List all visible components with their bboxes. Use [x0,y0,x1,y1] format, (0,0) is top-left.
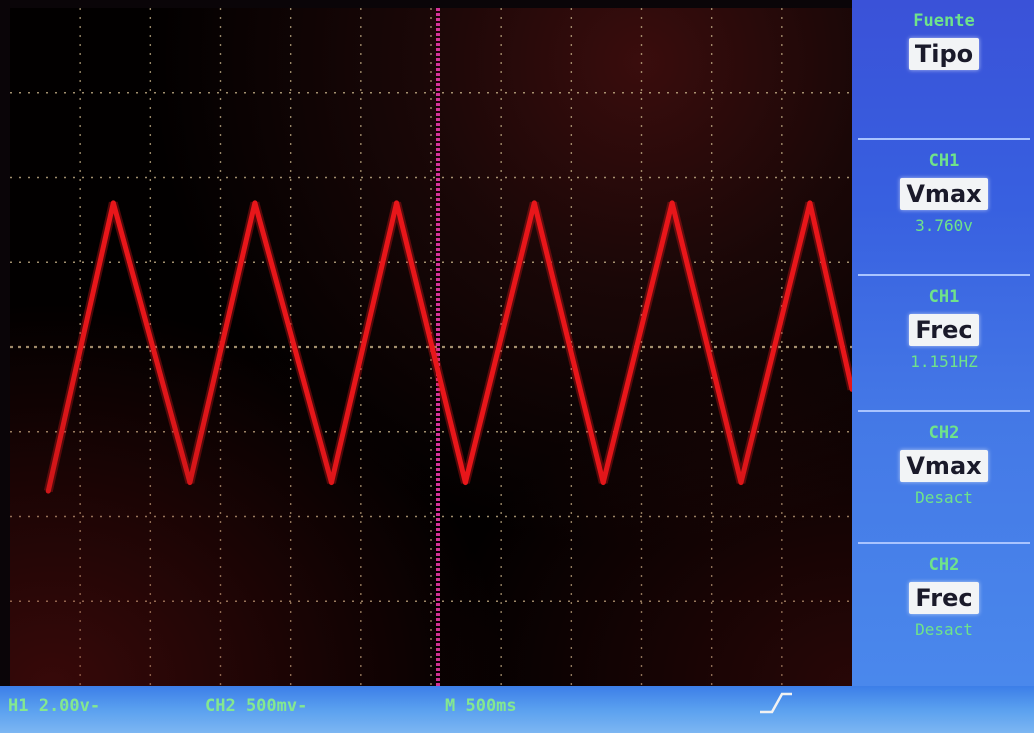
menu-header: CH2 [928,423,960,443]
ch1-trace-layer [43,200,852,494]
ch1-trace-vertex [849,386,852,392]
ch1-trace-vertex [45,488,51,494]
ch2-vmax-value: Desact [915,488,973,507]
menu-header: CH2 [928,555,960,575]
side-menu: Fuente Tipo CH1 Vmax 3.760v CH1 Frec 1.1… [852,0,1034,686]
menu-item-ch2-frec[interactable]: CH2 Frec Desact [858,542,1030,684]
timebase-label: M 500ms [445,696,517,716]
ch1-trace-vertex [600,480,606,486]
ch1-trace-vertex [187,480,193,486]
menu-item-fuente[interactable]: Fuente Tipo [858,0,1030,136]
tipo-button[interactable]: Tipo [908,38,980,70]
ch1-vmax-value: 3.760v [915,216,973,235]
waveform-screen [10,8,852,686]
frec-button[interactable]: Frec [909,582,979,614]
waveform-plot [10,8,852,686]
ch1-trace-vertex [328,480,334,486]
frec-button[interactable]: Frec [909,314,979,346]
ch1-scale-label: H1 2.00v- [8,696,101,716]
menu-item-ch2-vmax[interactable]: CH2 Vmax Desact [858,410,1030,540]
menu-item-ch1-vmax[interactable]: CH1 Vmax 3.760v [858,138,1030,272]
ch1-trace-vertex [669,200,675,206]
ch1-trace-vertex [462,480,468,486]
menu-header: CH1 [928,151,960,171]
ch1-trace-vertex [110,200,116,206]
ch2-frec-value: Desact [915,620,973,639]
vmax-button[interactable]: Vmax [900,178,988,210]
menu-header: CH1 [928,287,960,307]
menu-item-ch1-frec[interactable]: CH1 Frec 1.151HZ [858,274,1030,408]
ch1-trace-vertex [738,480,744,486]
status-bar: H1 2.00v- CH2 500mv- M 500ms [0,686,1034,733]
vmax-button[interactable]: Vmax [900,450,988,482]
menu-value [858,76,1030,96]
ch2-scale-label: CH2 500mv- [205,696,308,716]
ch1-trace-vertex [531,200,537,206]
ch1-trace-vertex [252,200,258,206]
menu-header: Fuente [913,11,975,31]
rising-edge-icon [760,692,792,714]
ch1-frec-value: 1.151HZ [910,352,978,371]
ch1-trace-vertex [394,200,400,206]
ch1-trace-vertex [807,200,813,206]
